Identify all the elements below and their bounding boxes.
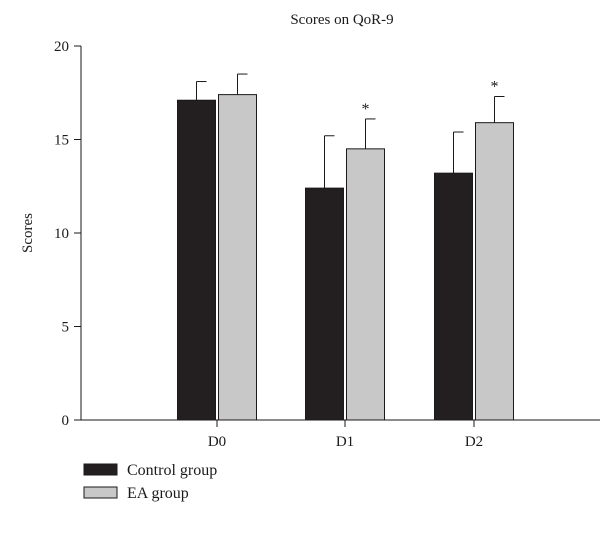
x-tick-label: D2 [465,434,483,450]
bar [475,122,514,421]
legend-swatch [83,486,118,499]
plot-area: 0 5 10 15 20 D0 D1 D2 * * [54,39,600,450]
legend: Control group EA group [83,462,217,502]
bar [305,187,344,421]
x-tick-label: D0 [208,434,226,450]
legend-label: EA group [127,485,189,502]
bar [218,94,257,421]
x-tick-label: D1 [336,434,354,450]
bar [177,99,216,421]
legend-label: Control group [127,462,217,479]
y-tick-label: 5 [62,320,70,336]
y-tick-label: 0 [62,413,70,429]
y-axis-label: Scores [20,213,36,253]
y-tick-label: 20 [54,39,69,55]
y-tick-label: 10 [54,226,69,242]
y-tick-label: 15 [54,133,69,149]
significance-marker: * [362,101,370,118]
chart-title: Scores on QoR-9 [290,12,393,28]
bar [346,148,385,421]
legend-swatch [83,463,118,476]
bar [434,172,473,421]
significance-marker: * [491,78,499,95]
